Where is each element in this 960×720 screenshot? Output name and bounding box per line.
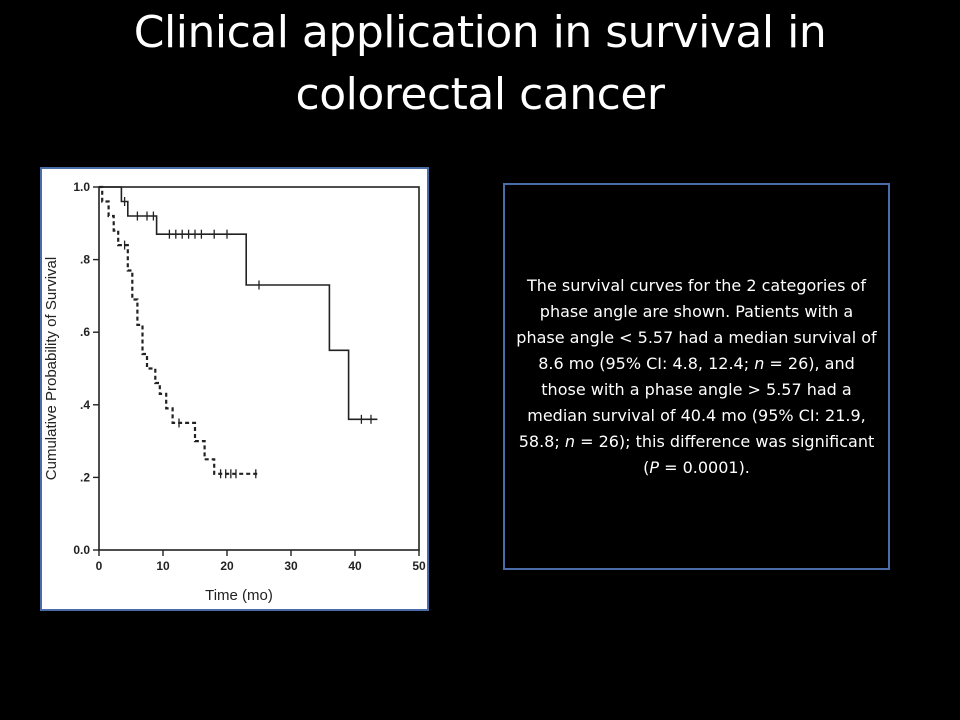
x-tick-label: 40 (348, 559, 362, 573)
caption-segment: = 26); this difference was significant ( (574, 431, 875, 477)
survival-curve-low-phase-angle (99, 185, 259, 475)
caption-italic-symbol: P (649, 457, 659, 477)
y-axis-label: Cumulative Probability of Survival (43, 257, 60, 480)
x-tick-label: 20 (220, 559, 234, 573)
y-tick-label: .4 (80, 398, 90, 412)
x-tick-label: 10 (156, 559, 170, 573)
survival-curve-high-phase-angle (99, 186, 378, 421)
y-tick-label: 0.0 (73, 543, 90, 557)
caption-box: The survival curves for the 2 categories… (503, 183, 890, 570)
caption-italic-symbol: n (564, 431, 575, 451)
survival-figure: 0 10 20 30 40 50 0.0 .2 .4 .6 .8 1.0 Time (mo) Cumula… (40, 167, 429, 611)
slide-title-line-1: Clinical application in survival in (133, 7, 827, 58)
y-tick-label: .6 (80, 325, 90, 339)
y-tick-label: .8 (80, 253, 90, 267)
x-tick-label: 0 (96, 559, 103, 573)
x-tick-label: 50 (412, 559, 426, 573)
caption-segment: The survival curves for the 2 categories… (516, 275, 877, 373)
slide-title: Clinical application in survival in colo… (0, 2, 960, 126)
caption-text: The survival curves for the 2 categories… (515, 273, 878, 481)
plot-area-frame (98, 186, 420, 551)
slide-title-line-2: colorectal cancer (295, 69, 665, 120)
caption-italic-symbol: n (754, 353, 765, 373)
kaplan-meier-chart: 0 10 20 30 40 50 0.0 .2 .4 .6 .8 1.0 Time (mo) Cumula… (43, 180, 426, 604)
x-axis-label: Time (mo) (205, 587, 273, 604)
caption-segment: = 26), and those with a phase angle > 5.… (518, 353, 866, 451)
x-tick-label: 30 (284, 559, 298, 573)
y-tick-label: .2 (80, 470, 90, 484)
y-tick-label: 1.0 (73, 180, 90, 194)
caption-segment: = 0.0001). (659, 457, 750, 477)
